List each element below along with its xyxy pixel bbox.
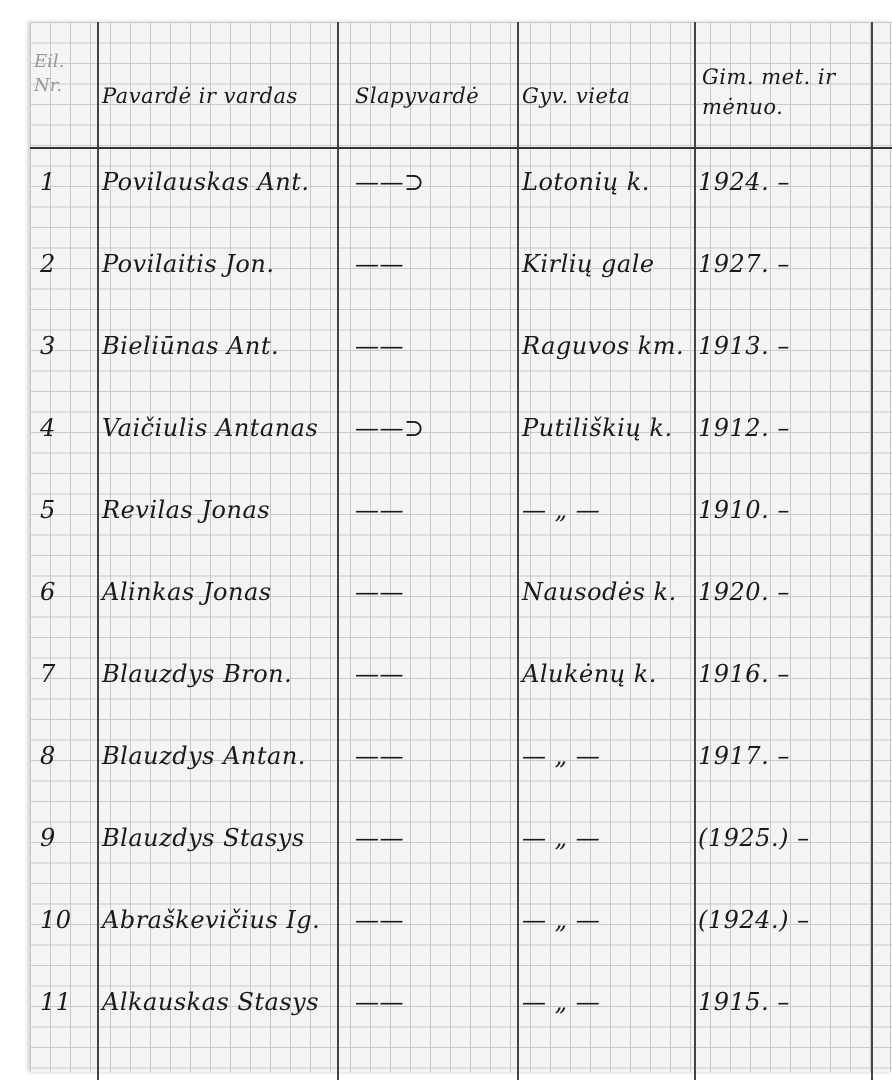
row-name: Vaičiulis Antanas	[102, 414, 319, 442]
row-alias: ——	[355, 578, 404, 606]
header-residence: Gyv. vieta	[522, 84, 631, 108]
header-birth: Gim. met. ir mėnuo.	[702, 65, 836, 119]
row-name: Blauzdys Antan.	[102, 742, 306, 770]
row-year: 1915. –	[698, 988, 790, 1016]
row-number: 1	[40, 168, 56, 196]
row-residence: Nausodės k.	[522, 578, 677, 606]
row-year: 1913. –	[698, 332, 790, 360]
row-year: 1920. –	[698, 578, 790, 606]
row-number: 5	[40, 496, 56, 524]
row-residence: Alukėnų k.	[522, 660, 657, 688]
row-alias: ——	[355, 824, 404, 852]
row-residence: Raguvos km.	[522, 332, 685, 360]
grid-paper-sheet	[30, 22, 892, 1072]
row-name: Abraškevičius Ig.	[102, 906, 321, 934]
row-year: 1912. –	[698, 414, 790, 442]
row-year: 1910. –	[698, 496, 790, 524]
row-number: 6	[40, 578, 56, 606]
row-number: 2	[40, 250, 56, 278]
row-alias: ——⊃	[355, 168, 425, 196]
row-name: Alinkas Jonas	[102, 578, 272, 606]
row-name: Povilauskas Ant.	[102, 168, 310, 196]
row-alias: ——	[355, 906, 404, 934]
row-name: Bieliūnas Ant.	[102, 332, 280, 360]
row-number: 7	[40, 660, 56, 688]
row-alias: ——	[355, 496, 404, 524]
column-divider	[97, 22, 99, 1080]
row-number: 3	[40, 332, 56, 360]
row-number: 9	[40, 824, 56, 852]
row-name: Povilaitis Jon.	[102, 250, 275, 278]
row-year: 1917. –	[698, 742, 790, 770]
row-name: Blauzdys Bron.	[102, 660, 293, 688]
header-alias: Slapyvardė	[355, 84, 480, 108]
row-residence: Lotonių k.	[522, 168, 650, 196]
row-year: (1924.) –	[698, 906, 810, 934]
row-year: 1927. –	[698, 250, 790, 278]
row-year: 1924. –	[698, 168, 790, 196]
row-residence: — „ —	[522, 496, 601, 524]
header-number: Eil. Nr.	[34, 51, 65, 96]
column-divider	[694, 22, 696, 1080]
row-name: Blauzdys Stasys	[102, 824, 305, 852]
row-residence: — „ —	[522, 906, 601, 934]
row-alias: ——	[355, 742, 404, 770]
row-name: Alkauskas Stasys	[102, 988, 320, 1016]
column-divider	[517, 22, 519, 1080]
row-number: 10	[40, 906, 72, 934]
row-residence: — „ —	[522, 742, 601, 770]
row-residence: Putiliškių k.	[522, 414, 673, 442]
row-alias: ——	[355, 660, 404, 688]
row-year: 1916. –	[698, 660, 790, 688]
row-number: 8	[40, 742, 56, 770]
row-alias: ——⊃	[355, 414, 425, 442]
row-name: Revilas Jonas	[102, 496, 271, 524]
row-year: (1925.) –	[698, 824, 810, 852]
row-residence: — „ —	[522, 824, 601, 852]
header-name: Pavardė ir vardas	[102, 84, 298, 108]
row-alias: ——	[355, 988, 404, 1016]
row-residence: — „ —	[522, 988, 601, 1016]
row-number: 11	[40, 988, 72, 1016]
column-divider	[337, 22, 339, 1080]
row-alias: ——	[355, 250, 404, 278]
row-alias: ——	[355, 332, 404, 360]
row-number: 4	[40, 414, 56, 442]
row-residence: Kirlių gale	[522, 250, 655, 278]
column-divider	[871, 22, 873, 1080]
header-divider	[30, 147, 892, 149]
